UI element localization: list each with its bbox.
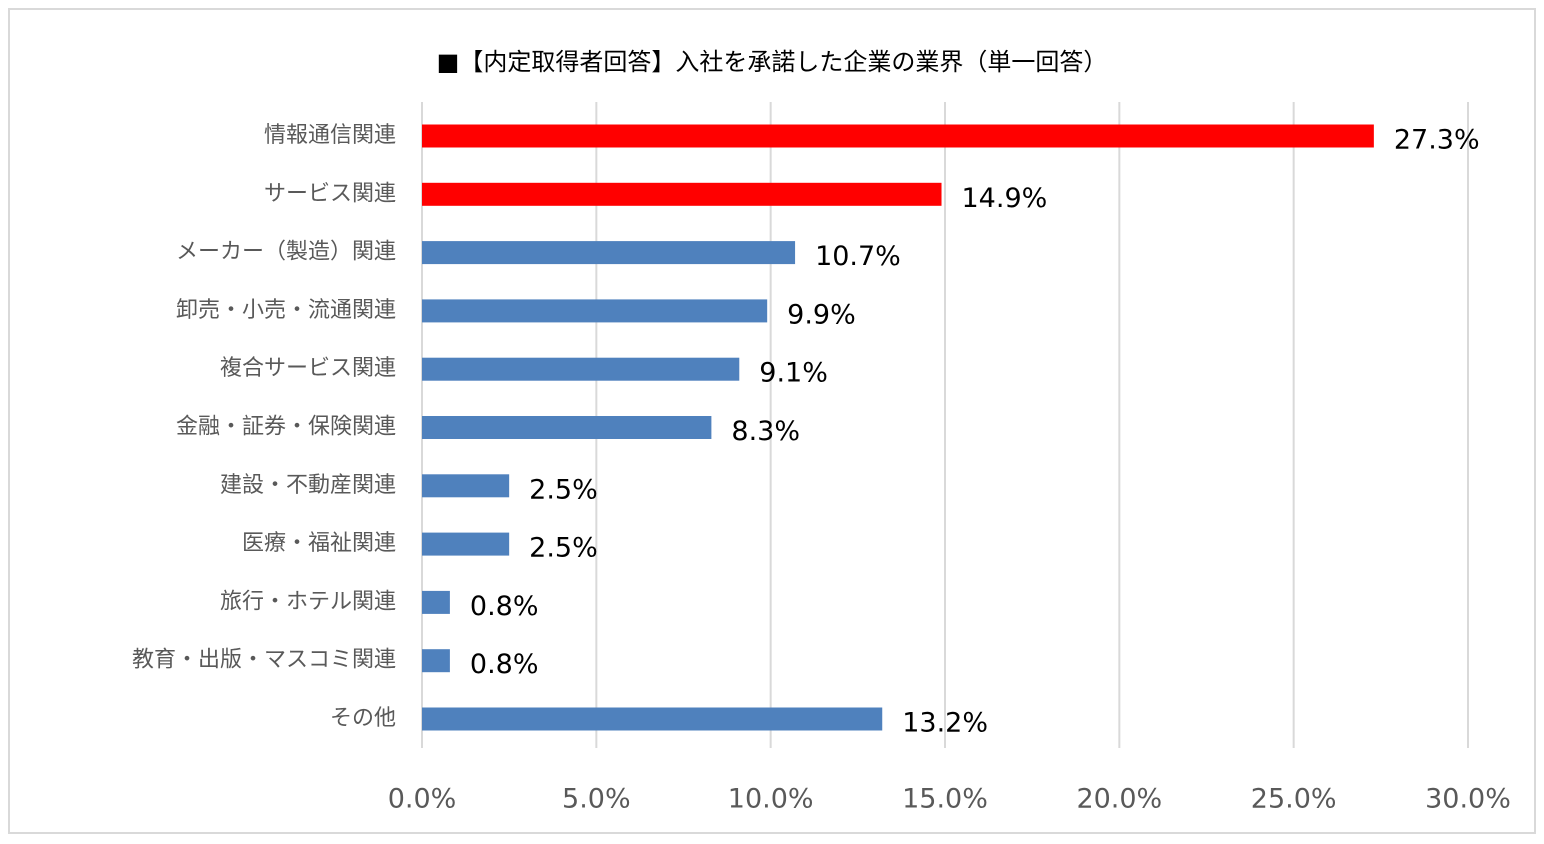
- x-axis-tick-labels: 0.0% 5.0% 10.0% 15.0% 20.0% 25.0% 30.0%: [388, 784, 1511, 815]
- value-label: 8.3%: [731, 416, 800, 447]
- value-label: 0.8%: [470, 591, 539, 622]
- category-label: 建設・不動産関連: [220, 473, 396, 498]
- value-label: 13.2%: [902, 708, 988, 739]
- category-label: 医療・福祉関連: [242, 531, 396, 556]
- value-label: 27.3%: [1394, 125, 1480, 156]
- bar: [422, 416, 712, 439]
- category-label: 教育・出版・マスコミ関連: [132, 648, 396, 673]
- bars: [422, 124, 1374, 731]
- x-tick-label: 25.0%: [1251, 784, 1337, 815]
- value-label: 2.5%: [529, 474, 598, 505]
- bar: [422, 241, 796, 265]
- x-tick-label: 0.0%: [388, 784, 457, 815]
- category-label: 金融・証券・保険関連: [176, 415, 396, 440]
- value-label: 0.8%: [470, 649, 539, 680]
- value-label: 10.7%: [815, 241, 901, 272]
- bar: [422, 474, 510, 498]
- bar: [422, 649, 450, 673]
- bar: [422, 357, 740, 381]
- category-label: 複合サービス関連: [220, 356, 396, 381]
- category-label: 旅行・ホテル関連: [220, 589, 396, 614]
- category-label: 情報通信関連: [264, 123, 396, 148]
- bar: [422, 707, 883, 731]
- bar: [422, 124, 1374, 148]
- x-tick-label: 30.0%: [1425, 784, 1511, 815]
- bar: [422, 299, 768, 323]
- value-label: 9.9%: [787, 299, 856, 330]
- value-label: 14.9%: [962, 183, 1048, 214]
- x-tick-label: 10.0%: [728, 784, 814, 815]
- category-label: 卸売・小売・流通関連: [176, 298, 396, 323]
- value-label: 2.5%: [529, 533, 598, 564]
- x-tick-label: 15.0%: [902, 784, 988, 815]
- category-labels: 情報通信関連サービス関連メーカー（製造）関連卸売・小売・流通関連複合サービス関連…: [132, 123, 396, 731]
- value-label: 9.1%: [759, 358, 828, 389]
- value-labels: 27.3% 14.9% 10.7% 9.9% 9.1% 8.3% 2.5% 2.5% 0.8% 0…: [470, 125, 1480, 739]
- category-label: メーカー（製造）関連: [176, 240, 396, 265]
- x-tick-label: 5.0%: [562, 784, 631, 815]
- category-label: サービス関連: [264, 181, 396, 206]
- bar: [422, 182, 942, 206]
- bar: [422, 590, 450, 614]
- bar: [422, 532, 510, 556]
- gridlines: [421, 102, 1469, 748]
- category-label: その他: [330, 706, 396, 731]
- chart-title: ■【内定取得者回答】入社を承諾した企業の業界（単一回答）: [436, 48, 1108, 76]
- x-tick-label: 20.0%: [1076, 784, 1162, 815]
